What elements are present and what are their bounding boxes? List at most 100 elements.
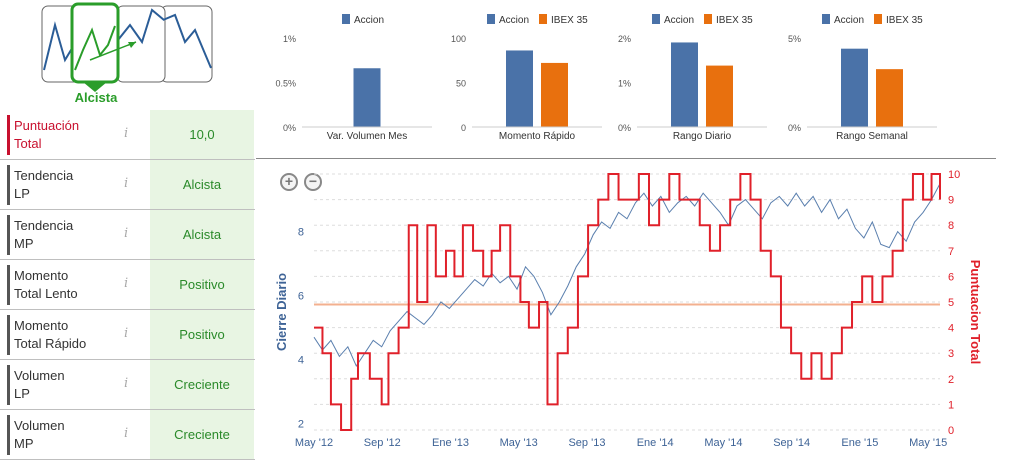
zoom-out-icon[interactable]: − [304, 173, 322, 191]
row-marker [7, 165, 10, 205]
y-tick-label: 0% [788, 123, 801, 133]
y2-tick-label: 3 [948, 348, 954, 360]
score-label: Tendencia LP [14, 168, 74, 201]
info-icon[interactable]: i [124, 276, 129, 291]
legend-swatch [704, 14, 712, 24]
y-tick-label: 6 [298, 291, 304, 303]
trend-label: Alcista [74, 90, 118, 105]
y2-tick-label: 9 [948, 195, 954, 207]
y2-tick-label: 6 [948, 271, 954, 283]
y-tick-label: 0% [618, 123, 631, 133]
legend-label: IBEX 35 [716, 15, 753, 26]
legend-swatch [342, 14, 350, 24]
y-tick-label: 50 [456, 79, 466, 89]
y-tick-label: 100 [451, 34, 466, 44]
x-tick-label: Sep '12 [364, 437, 401, 449]
legend-label: Accion [834, 15, 864, 26]
score-row: Tendencia LP i Alcista [0, 160, 255, 210]
main-chart: 2 4 6 8 0 1 2 3 4 5 6 7 8 9 10 May '12 Sep '12 Ene '13 May… [256, 162, 996, 461]
score-value: Positivo [150, 310, 254, 359]
bar-accion [671, 42, 698, 128]
y-tick-label: 0% [283, 123, 296, 133]
score-label: Puntuación Total [14, 118, 80, 151]
score-value: Creciente [150, 410, 254, 459]
row-marker [7, 415, 10, 455]
chart-title: Var. Volumen Mes [327, 131, 407, 142]
x-tick-label: Ene '14 [637, 437, 674, 449]
bar-ibex-35 [876, 69, 903, 127]
score-label: Momento Total Rápido [14, 318, 87, 351]
legend-swatch [652, 14, 660, 24]
y-tick-label: 2 [298, 419, 304, 431]
legend-label: Accion [354, 15, 384, 26]
x-tick-label: May '15 [909, 437, 947, 449]
score-row: Volumen MP i Creciente [0, 410, 255, 460]
score-table: Puntuación Total i 10,0 Tendencia LP i Alcist… [0, 110, 255, 460]
info-icon[interactable]: i [124, 326, 129, 341]
legend-label: IBEX 35 [886, 15, 923, 26]
mini-chart-rango-semanal: Accion IBEX 35 0% 5% Rango Semanal [775, 0, 945, 150]
y2-tick-label: 5 [948, 297, 954, 309]
bar-accion [506, 50, 533, 127]
chart-title: Rango Semanal [836, 131, 908, 142]
trend-widget: Alcista [0, 0, 255, 108]
y-tick-label: 8 [298, 227, 304, 239]
y-tick-label: 2% [618, 34, 631, 44]
info-icon[interactable]: i [124, 126, 129, 141]
x-tick-label: May '12 [295, 437, 333, 449]
row-marker [7, 365, 10, 405]
y2-tick-label: 10 [948, 169, 960, 181]
x-tick-label: May '14 [704, 437, 742, 449]
y2-axis-title: Puntuacion Total [968, 260, 983, 364]
bar-ibex-35 [541, 62, 568, 127]
score-value: Alcista [150, 210, 254, 259]
y-tick-label: 1% [283, 34, 296, 44]
score-row: Puntuación Total i 10,0 [0, 110, 255, 160]
x-tick-label: Sep '14 [773, 437, 810, 449]
info-icon[interactable]: i [124, 376, 129, 391]
score-label: Momento Total Lento [14, 268, 78, 301]
score-row: Momento Total Rápido i Positivo [0, 310, 255, 360]
legend-swatch [874, 14, 882, 24]
score-value: Creciente [150, 360, 254, 409]
info-icon[interactable]: i [124, 426, 129, 441]
y2-tick-label: 1 [948, 399, 954, 411]
legend-swatch [487, 14, 495, 24]
x-tick-label: May '13 [500, 437, 538, 449]
price-line [313, 183, 941, 368]
info-icon[interactable]: i [124, 226, 129, 241]
y2-tick-label: 7 [948, 246, 954, 258]
mini-chart-var-volumen: Accion 0% 0.5% 1% Var. Volumen Mes [270, 0, 440, 150]
score-label: Volumen LP [14, 368, 65, 401]
chart-title: Momento Rápido [499, 131, 576, 142]
row-marker [7, 115, 10, 155]
x-tick-label: Sep '13 [568, 437, 605, 449]
row-marker [7, 215, 10, 255]
score-row: Tendencia MP i Alcista [0, 210, 255, 260]
score-value: Positivo [150, 260, 254, 309]
x-tick-label: Ene '15 [841, 437, 878, 449]
chart-title: Rango Diario [673, 131, 732, 142]
y-tick-label: 4 [298, 355, 304, 367]
score-label: Tendencia MP [14, 218, 74, 251]
y2-tick-label: 4 [948, 323, 954, 335]
y-tick-label: 0 [461, 123, 466, 133]
bar-accion [841, 48, 868, 127]
legend-label: IBEX 35 [551, 15, 588, 26]
legend-label: Accion [499, 15, 529, 26]
score-value: 10,0 [150, 110, 254, 159]
y2-tick-label: 0 [948, 425, 954, 437]
legend-swatch [822, 14, 830, 24]
info-icon[interactable]: i [124, 176, 129, 191]
mini-chart-rango-diario: Accion IBEX 35 0% 1% 2% Rango Diario [605, 0, 775, 150]
zoom-in-icon[interactable]: + [280, 173, 298, 191]
bar-ibex-35 [706, 65, 733, 127]
y2-tick-label: 2 [948, 374, 954, 386]
y-tick-label: 0.5% [275, 79, 296, 89]
y-axis-title: Cierre Diario [274, 273, 289, 351]
score-label: Volumen MP [14, 418, 65, 451]
y-tick-label: 1% [618, 79, 631, 89]
trend-graphic [41, 2, 213, 92]
score-line [314, 173, 941, 431]
y-tick-label: 5% [788, 34, 801, 44]
